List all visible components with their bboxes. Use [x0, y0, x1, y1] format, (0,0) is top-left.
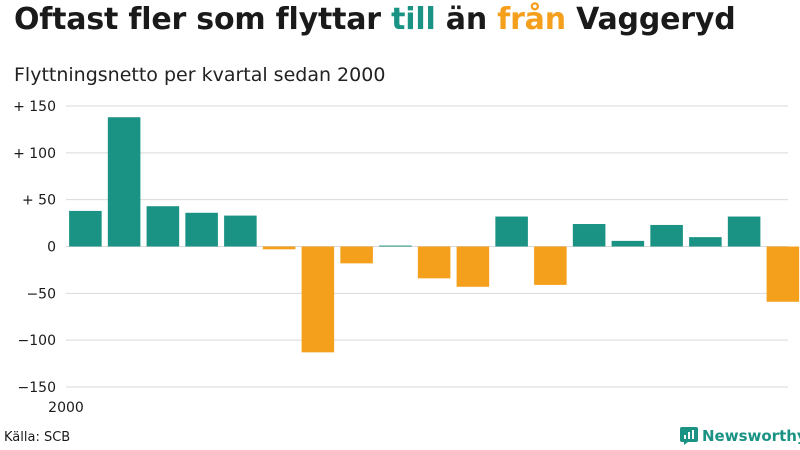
bar-series: [69, 117, 800, 353]
bar: [262, 246, 296, 250]
y-tick-label: + 50: [22, 193, 56, 209]
bar: [495, 216, 528, 247]
brand-name: Newsworthy: [702, 427, 800, 445]
bar: [650, 224, 683, 247]
bar: [224, 215, 257, 247]
chart-title: Oftast fler som flyttar till än från Vag…: [14, 2, 736, 37]
newsworthy-logo-icon: [680, 427, 698, 445]
bar: [456, 246, 490, 287]
bar: [146, 206, 180, 247]
y-tick-label: −50: [26, 286, 56, 302]
bar: [69, 210, 102, 247]
chart-subtitle: Flyttningsnetto per kvartal sedan 2000: [14, 64, 386, 86]
newsworthy-logo: Newsworthy: [680, 427, 800, 445]
y-tick-label: + 100: [13, 146, 56, 162]
y-tick-label: + 150: [13, 99, 56, 115]
bar: [572, 224, 606, 247]
bar: [534, 246, 567, 285]
bar: [340, 246, 373, 264]
y-tick-label: −100: [18, 333, 56, 349]
y-tick-label: −150: [18, 380, 56, 396]
y-tick-label: 0: [47, 240, 56, 256]
bar: [727, 216, 761, 247]
title-highlight-fran: från: [497, 2, 566, 37]
x-axis-ticks: 20002005201020152020: [48, 400, 84, 416]
title-part-1: Oftast fler som flyttar: [14, 2, 392, 37]
y-axis-ticks: + 150 + 100 + 50 0 −50 −100 −150: [13, 99, 56, 396]
bar: [185, 212, 218, 247]
bar: [417, 246, 451, 279]
bar: [611, 240, 645, 247]
x-tick-label: 2000: [48, 400, 84, 416]
bar: [301, 246, 335, 353]
bar: [689, 237, 722, 247]
bar: [107, 117, 141, 247]
title-highlight-till: till: [391, 2, 436, 37]
source-note: Källa: SCB: [4, 430, 71, 445]
title-part-2: än: [435, 2, 498, 37]
bar: [379, 245, 412, 247]
bar: [766, 246, 800, 302]
title-part-3: Vaggeryd: [565, 2, 736, 37]
